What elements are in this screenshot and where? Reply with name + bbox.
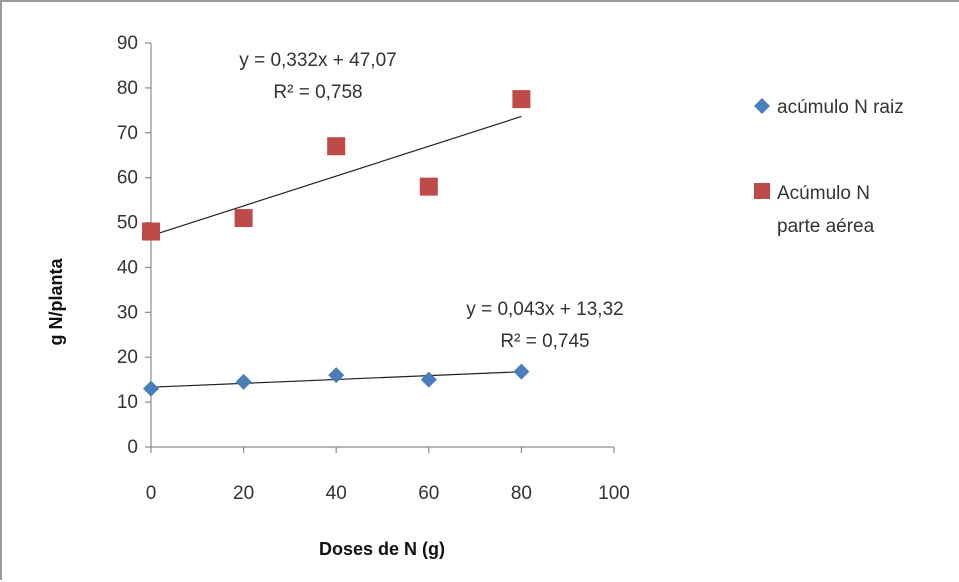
- y-tick-label: 90: [117, 33, 138, 54]
- y-tick-label: 60: [117, 168, 138, 189]
- axes: 0 10 20 30 40 50 60 70 80 90 0 20 40 60 80 100: [117, 33, 630, 504]
- y-tick-label: 0: [127, 437, 138, 458]
- legend-label-raiz: acúmulo N raiz: [777, 97, 904, 118]
- data-point-aerea: [142, 222, 160, 241]
- y-tick-label: 20: [117, 347, 138, 368]
- y-tick-label: 40: [117, 257, 138, 278]
- data-point-raiz: [143, 380, 159, 397]
- trendlines: [150, 115, 522, 388]
- trendline-r2-aerea: R² = 0,758: [273, 82, 362, 103]
- x-tick-label: 40: [326, 483, 347, 504]
- data-point-aerea: [327, 137, 346, 156]
- data-point-aerea: [234, 209, 253, 228]
- data-point-raiz: [235, 373, 252, 390]
- x-tick-label: 60: [418, 483, 439, 504]
- trendline-aerea: [150, 115, 522, 237]
- legend: acúmulo N raiz Acúmulo N parte aérea: [754, 97, 904, 237]
- data-point-aerea: [419, 177, 438, 196]
- x-axis-title: Doses de N (g): [319, 539, 445, 559]
- data-point-raiz: [420, 371, 437, 388]
- y-tick-label: 80: [117, 78, 138, 99]
- y-tick-label: 70: [117, 123, 138, 144]
- y-tick-label: 50: [117, 213, 138, 234]
- legend-marker-raiz: [754, 98, 770, 114]
- legend-label-aerea-line1: Acúmulo N: [777, 183, 870, 204]
- x-tick-label: 0: [146, 483, 157, 504]
- x-tick-label: 100: [598, 483, 630, 504]
- data-point-raiz: [513, 363, 530, 380]
- legend-marker-aerea: [754, 183, 770, 199]
- trendline-r2-raiz: R² = 0,745: [500, 331, 589, 352]
- data-point-aerea: [512, 90, 531, 109]
- markers: [142, 90, 531, 397]
- data-point-raiz: [328, 367, 345, 384]
- x-tick-label: 80: [511, 483, 532, 504]
- x-tick-label: 20: [233, 483, 254, 504]
- y-axis-title: g N/planta: [46, 258, 66, 346]
- trendline-equation-aerea: y = 0,332x + 47,07: [239, 50, 396, 71]
- trendline-equation-raiz: y = 0,043x + 13,32: [466, 299, 623, 320]
- y-tick-label: 10: [117, 392, 138, 413]
- legend-label-aerea-line2: parte aérea: [777, 216, 875, 237]
- y-tick-label: 30: [117, 302, 138, 323]
